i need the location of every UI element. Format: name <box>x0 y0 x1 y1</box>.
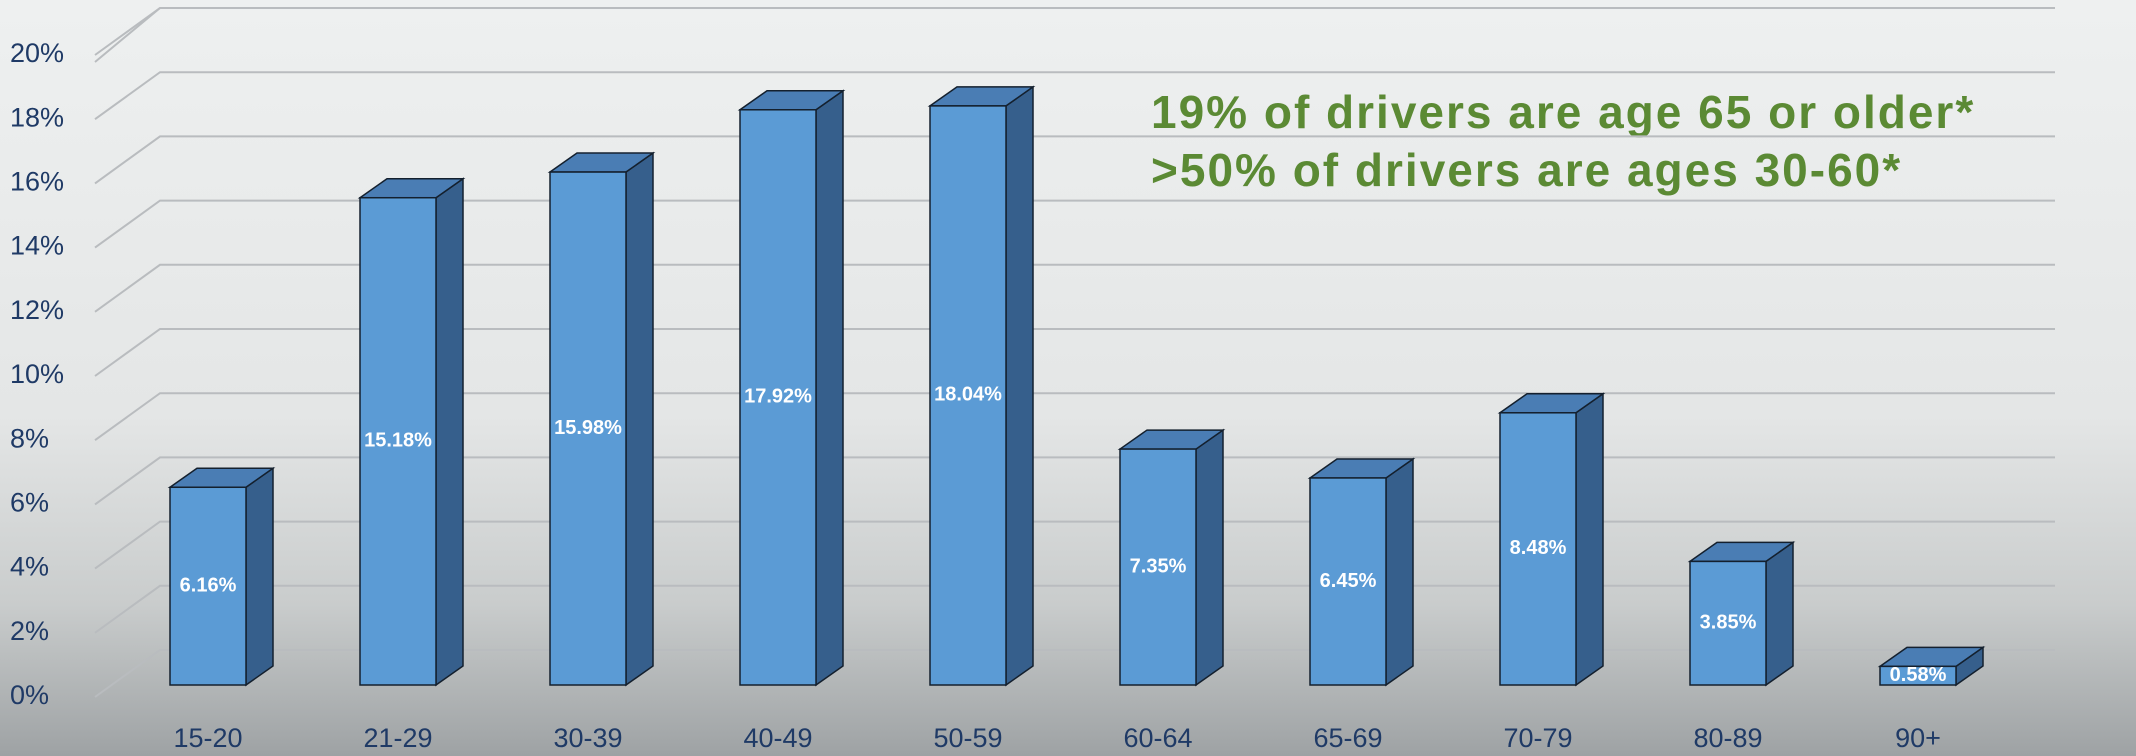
bar <box>929 105 1007 686</box>
data-label: 6.45% <box>1320 570 1377 592</box>
y-tick-label: 18% <box>10 102 64 132</box>
grid-line <box>94 649 2055 698</box>
y-tick-label: 8% <box>10 423 49 453</box>
grid-line <box>94 456 2055 506</box>
bar <box>1689 560 1767 686</box>
data-label: 0.58% <box>1890 664 1947 686</box>
x-tick-label: 65-69 <box>1313 723 1382 753</box>
data-label: 15.98% <box>554 417 622 439</box>
grid-line <box>94 71 2055 121</box>
grid-line <box>94 263 2055 313</box>
bar-side <box>435 177 464 687</box>
y-tick-label: 14% <box>10 231 64 261</box>
x-tick-label: 15-20 <box>173 723 242 753</box>
x-tick-label: 70-79 <box>1503 723 1572 753</box>
data-label: 6.16% <box>180 574 237 596</box>
bar <box>169 486 247 686</box>
data-label: 18.04% <box>934 384 1002 406</box>
bar-side <box>815 89 844 687</box>
x-tick-label: 30-39 <box>553 723 622 753</box>
y-tick-label: 20% <box>10 38 64 68</box>
data-label: 15.18% <box>364 430 432 452</box>
bar-side <box>245 466 274 687</box>
y-tick-label: 6% <box>10 488 49 518</box>
data-label: 7.35% <box>1130 555 1187 577</box>
bar-side <box>1385 457 1414 687</box>
y-tick-label: 0% <box>10 680 49 710</box>
grid-line <box>94 392 2055 442</box>
grid-line <box>94 135 2055 185</box>
annotation: 19% of drivers are age 65 or older* <box>1151 86 1975 138</box>
x-tick-label: 90+ <box>1895 723 1941 753</box>
bar-side <box>625 151 654 687</box>
y-tick-label: 4% <box>10 552 49 582</box>
x-tick-label: 80-89 <box>1693 723 1762 753</box>
bar-side <box>1195 428 1224 687</box>
y-tick-label: 2% <box>10 616 49 646</box>
annotation: >50% of drivers are ages 30-60* <box>1151 144 1902 196</box>
bar <box>1879 665 1957 686</box>
bar-side <box>1765 540 1794 687</box>
x-tick-label: 60-64 <box>1123 723 1192 753</box>
grid-line <box>94 328 2055 377</box>
data-label: 17.92% <box>744 386 812 408</box>
grid-line <box>94 199 2055 249</box>
x-tick-label: 40-49 <box>743 723 812 753</box>
grid-line <box>94 520 2055 570</box>
bar <box>1499 412 1577 686</box>
y-tick-label: 10% <box>10 359 64 389</box>
bar <box>1309 477 1387 686</box>
bar <box>1119 448 1197 686</box>
grid-line <box>94 584 2055 634</box>
bar-side <box>1575 392 1604 687</box>
bar <box>739 109 817 686</box>
x-tick-label: 21-29 <box>363 723 432 753</box>
x-tick-label: 50-59 <box>933 723 1002 753</box>
y-tick-label: 16% <box>10 167 64 197</box>
data-label: 3.85% <box>1700 611 1757 633</box>
bar-side <box>1005 85 1034 687</box>
y-tick-label: 12% <box>10 295 64 325</box>
grid-line <box>94 7 2055 56</box>
bar <box>549 171 627 686</box>
data-label: 8.48% <box>1510 537 1567 559</box>
bar <box>359 196 437 686</box>
